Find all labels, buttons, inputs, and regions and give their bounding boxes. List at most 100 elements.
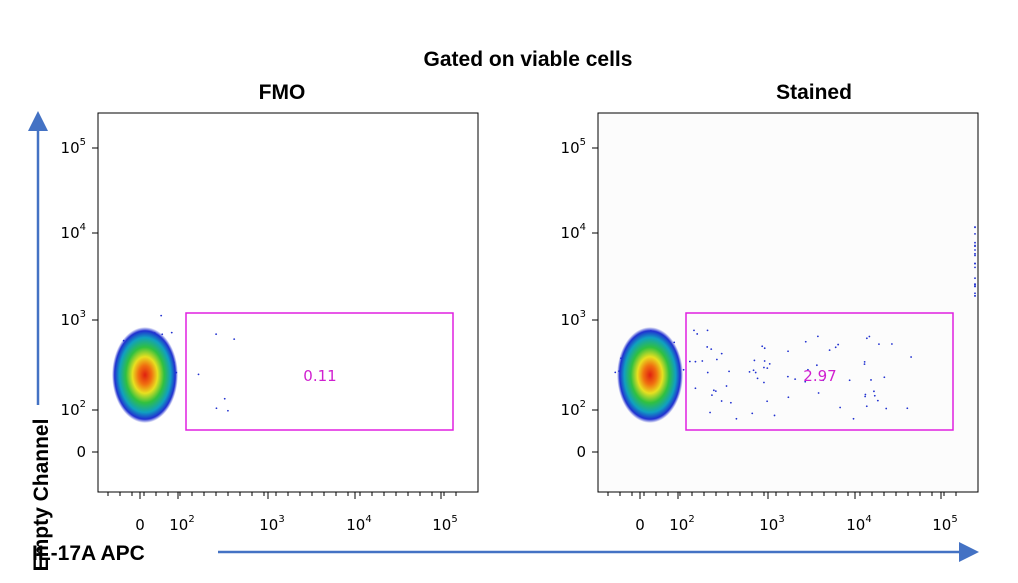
y-tick-label-exp: 3 <box>580 309 586 320</box>
x-tick-label-exp: 3 <box>778 514 784 525</box>
event-dot <box>834 346 837 349</box>
event-dot <box>883 376 886 379</box>
y-tick-label-exp: 4 <box>80 222 86 233</box>
event-dot <box>701 360 704 362</box>
y-tick-label-exp: 2 <box>80 399 86 410</box>
x-tick-label: 105 <box>432 514 457 534</box>
x-tick-label: 103 <box>259 514 284 534</box>
event-dot <box>815 364 818 367</box>
x-tick-label-base: 10 <box>846 516 865 534</box>
event-dot <box>694 360 697 363</box>
event-dot <box>614 371 617 374</box>
event-dot <box>974 226 976 228</box>
y-tick-label: 0 <box>76 443 86 461</box>
x-tick-label-base: 10 <box>346 516 365 534</box>
event-dot <box>763 381 765 384</box>
event-dot <box>839 406 842 409</box>
event-dot <box>768 362 771 365</box>
event-dot <box>751 412 754 415</box>
event-dot <box>873 394 876 397</box>
y-tick-label-base: 0 <box>576 443 586 461</box>
y-tick-label-base: 10 <box>61 224 80 242</box>
event-dot <box>720 352 723 355</box>
event-dot <box>891 343 893 345</box>
x-tick-label-exp: 5 <box>451 514 457 525</box>
x-tick-label-base: 10 <box>169 516 188 534</box>
x-tick-label-exp: 5 <box>951 514 957 525</box>
event-dot <box>817 392 820 394</box>
event-dot <box>754 371 757 374</box>
event-dot <box>807 368 809 371</box>
y-tick-label-base: 10 <box>561 224 580 242</box>
event-dot <box>873 390 875 393</box>
event-dot <box>863 361 866 363</box>
y-tick-label: 102 <box>61 399 86 419</box>
x-tick-label-base: 10 <box>432 516 451 534</box>
plot-frame <box>97 112 479 493</box>
event-dot <box>878 343 880 346</box>
event-dot <box>682 368 685 371</box>
y-tick-label-exp: 3 <box>80 309 86 320</box>
event-dot <box>763 360 766 362</box>
event-dot <box>974 252 976 255</box>
y-tick-label-exp: 5 <box>80 137 86 148</box>
event-dot <box>852 417 855 420</box>
density-cloud <box>112 327 178 423</box>
x-tick-label-exp: 3 <box>278 514 284 525</box>
x-tick-label: 0 <box>135 516 145 534</box>
event-dot <box>848 379 851 382</box>
event-dot <box>804 380 807 383</box>
event-dot <box>906 407 909 410</box>
x-tick-label-base: 10 <box>259 516 278 534</box>
event-dot <box>223 397 226 400</box>
event-dot <box>863 363 866 366</box>
y-tick-label-base: 10 <box>61 139 80 157</box>
y-tick-label-base: 0 <box>76 443 86 461</box>
x-tick-label: 102 <box>169 514 194 534</box>
event-dot <box>804 340 807 343</box>
event-dot <box>706 371 709 374</box>
y-tick-label-base: 10 <box>561 139 580 157</box>
event-dot <box>828 349 831 352</box>
event-dot <box>696 333 699 335</box>
x-tick-label-exp: 2 <box>188 514 194 525</box>
event-dot <box>227 409 229 412</box>
y-tick-label: 0 <box>576 443 586 461</box>
x-tick-label-base: 0 <box>135 516 145 534</box>
event-dot <box>974 254 976 257</box>
event-dot <box>706 346 709 348</box>
event-dot <box>215 407 218 410</box>
x-tick-label-exp: 2 <box>688 514 694 525</box>
event-dot <box>688 360 691 363</box>
gate <box>185 312 454 431</box>
x-tick-label: 104 <box>346 514 371 534</box>
x-tick-label-base: 10 <box>759 516 778 534</box>
event-dot <box>712 389 715 392</box>
event-dot <box>735 417 738 420</box>
event-dot <box>974 249 976 251</box>
event-dot <box>974 233 976 235</box>
x-axis-label: IL-17A APC <box>32 542 145 565</box>
event-dot <box>974 245 976 248</box>
y-tick-label: 103 <box>61 309 86 329</box>
event-dot <box>885 407 888 410</box>
event-dot <box>794 378 797 381</box>
event-dot <box>865 405 868 408</box>
event-dot <box>865 337 868 340</box>
event-dot <box>773 414 776 417</box>
x-tick-label-base: 0 <box>635 516 645 534</box>
panel-title: Stained <box>776 81 852 104</box>
event-dot <box>170 331 173 334</box>
event-dot <box>756 377 759 380</box>
event-dot <box>729 401 732 404</box>
gate <box>685 312 954 431</box>
x-tick-label: 102 <box>669 514 694 534</box>
y-tick-label-base: 10 <box>561 311 580 329</box>
event-dot <box>710 348 713 351</box>
event-dot <box>864 393 867 396</box>
event-dot <box>974 262 976 265</box>
y-tick-label-exp: 2 <box>580 399 586 410</box>
event-dot <box>766 367 769 369</box>
y-axis-label: Empty Channel <box>30 419 53 572</box>
y-tick-label-base: 10 <box>61 311 80 329</box>
